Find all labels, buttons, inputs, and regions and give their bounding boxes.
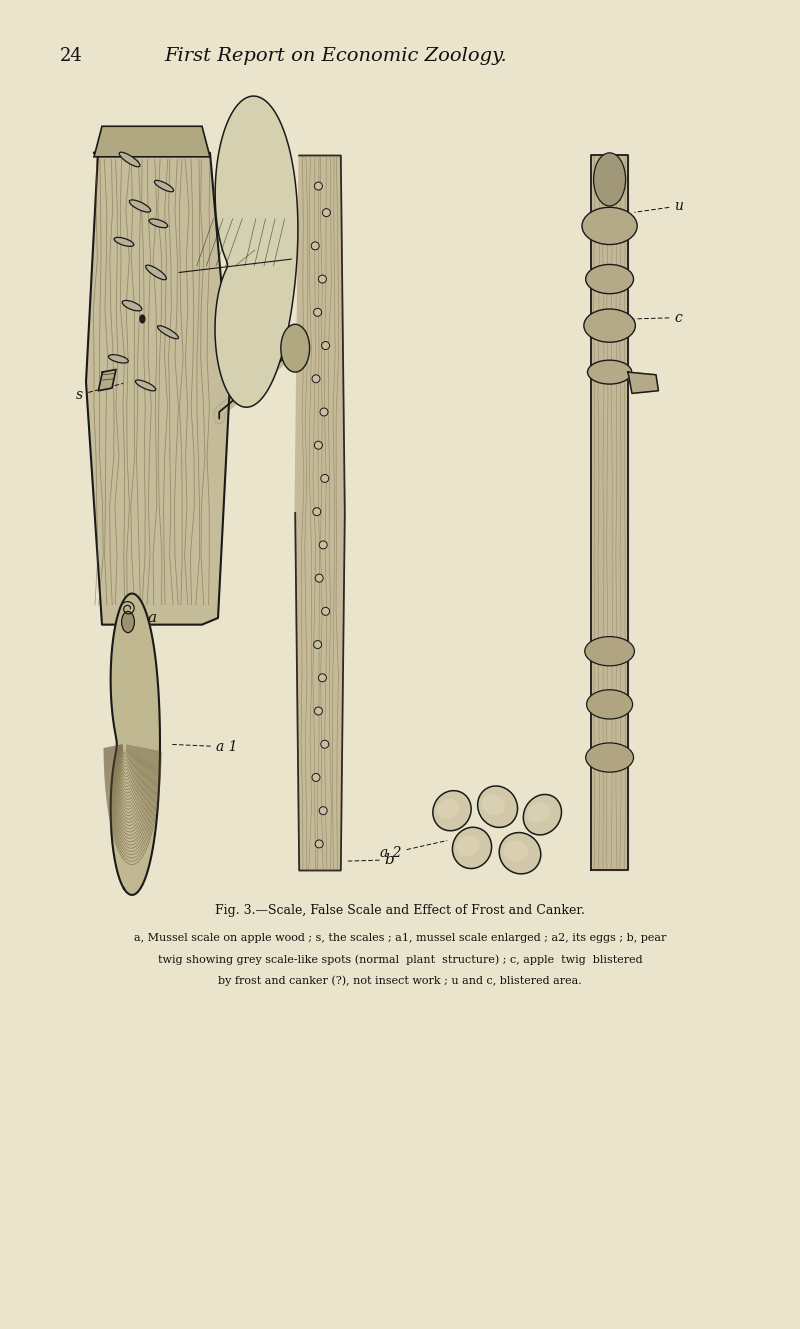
- Ellipse shape: [456, 836, 480, 856]
- Circle shape: [141, 316, 144, 322]
- Text: 24: 24: [60, 47, 82, 65]
- Ellipse shape: [109, 355, 128, 363]
- Ellipse shape: [312, 375, 320, 383]
- Polygon shape: [591, 155, 628, 870]
- Text: twig showing grey scale-like spots (normal  plant  structure) ; c, apple  twig  : twig showing grey scale-like spots (norm…: [158, 954, 642, 965]
- Polygon shape: [295, 155, 345, 870]
- Text: c: c: [634, 311, 682, 324]
- Ellipse shape: [527, 803, 550, 823]
- Text: b: b: [347, 853, 394, 867]
- Ellipse shape: [315, 840, 323, 848]
- Ellipse shape: [318, 674, 326, 682]
- Text: u: u: [634, 199, 683, 213]
- Ellipse shape: [319, 541, 327, 549]
- Ellipse shape: [582, 207, 638, 245]
- Ellipse shape: [437, 799, 460, 819]
- Ellipse shape: [499, 832, 541, 874]
- Ellipse shape: [585, 637, 634, 666]
- Ellipse shape: [122, 300, 142, 311]
- Ellipse shape: [311, 242, 319, 250]
- Ellipse shape: [313, 508, 321, 516]
- Ellipse shape: [322, 209, 330, 217]
- Ellipse shape: [119, 153, 140, 166]
- Ellipse shape: [315, 574, 323, 582]
- Polygon shape: [628, 372, 658, 393]
- Ellipse shape: [319, 807, 327, 815]
- Text: by frost and canker (?), not insect work ; u and c, blistered area.: by frost and canker (?), not insect work…: [218, 975, 582, 986]
- Polygon shape: [94, 126, 210, 157]
- Text: s: s: [76, 384, 123, 401]
- Ellipse shape: [114, 238, 134, 246]
- Ellipse shape: [586, 690, 633, 719]
- Circle shape: [140, 315, 145, 323]
- Circle shape: [122, 611, 134, 633]
- Circle shape: [604, 170, 615, 189]
- Polygon shape: [98, 369, 116, 391]
- Ellipse shape: [586, 743, 634, 772]
- Ellipse shape: [314, 707, 322, 715]
- Ellipse shape: [523, 795, 562, 835]
- Ellipse shape: [586, 264, 634, 294]
- Circle shape: [281, 324, 310, 372]
- Text: First Report on Economic Zoology.: First Report on Economic Zoology.: [165, 47, 507, 65]
- Ellipse shape: [587, 360, 632, 384]
- Text: a: a: [147, 611, 157, 626]
- Ellipse shape: [478, 785, 518, 828]
- Ellipse shape: [130, 199, 150, 213]
- Circle shape: [594, 153, 626, 206]
- Ellipse shape: [314, 182, 322, 190]
- Ellipse shape: [154, 181, 174, 191]
- Ellipse shape: [453, 827, 491, 869]
- Polygon shape: [110, 594, 160, 894]
- Ellipse shape: [433, 791, 471, 831]
- Text: a, Mussel scale on apple wood ; s, the scales ; a1, mussel scale enlarged ; a2, : a, Mussel scale on apple wood ; s, the s…: [134, 933, 666, 944]
- Ellipse shape: [314, 441, 322, 449]
- Ellipse shape: [503, 841, 528, 861]
- Ellipse shape: [322, 342, 330, 350]
- Text: Fig. 3.—Scale, False Scale and Effect of Frost and Canker.: Fig. 3.—Scale, False Scale and Effect of…: [215, 904, 585, 917]
- Polygon shape: [215, 96, 298, 407]
- Ellipse shape: [149, 219, 168, 227]
- Ellipse shape: [584, 310, 635, 342]
- Circle shape: [142, 318, 143, 320]
- Ellipse shape: [482, 795, 506, 815]
- Text: a 2: a 2: [380, 840, 447, 860]
- Polygon shape: [86, 153, 230, 625]
- Ellipse shape: [146, 266, 166, 279]
- Ellipse shape: [314, 641, 322, 649]
- Ellipse shape: [322, 607, 330, 615]
- Ellipse shape: [158, 326, 178, 339]
- Ellipse shape: [135, 380, 156, 391]
- Text: a 1: a 1: [170, 740, 238, 754]
- Ellipse shape: [321, 474, 329, 482]
- Ellipse shape: [321, 740, 329, 748]
- Ellipse shape: [312, 773, 320, 781]
- Ellipse shape: [318, 275, 326, 283]
- Ellipse shape: [320, 408, 328, 416]
- Ellipse shape: [314, 308, 322, 316]
- Circle shape: [599, 162, 620, 197]
